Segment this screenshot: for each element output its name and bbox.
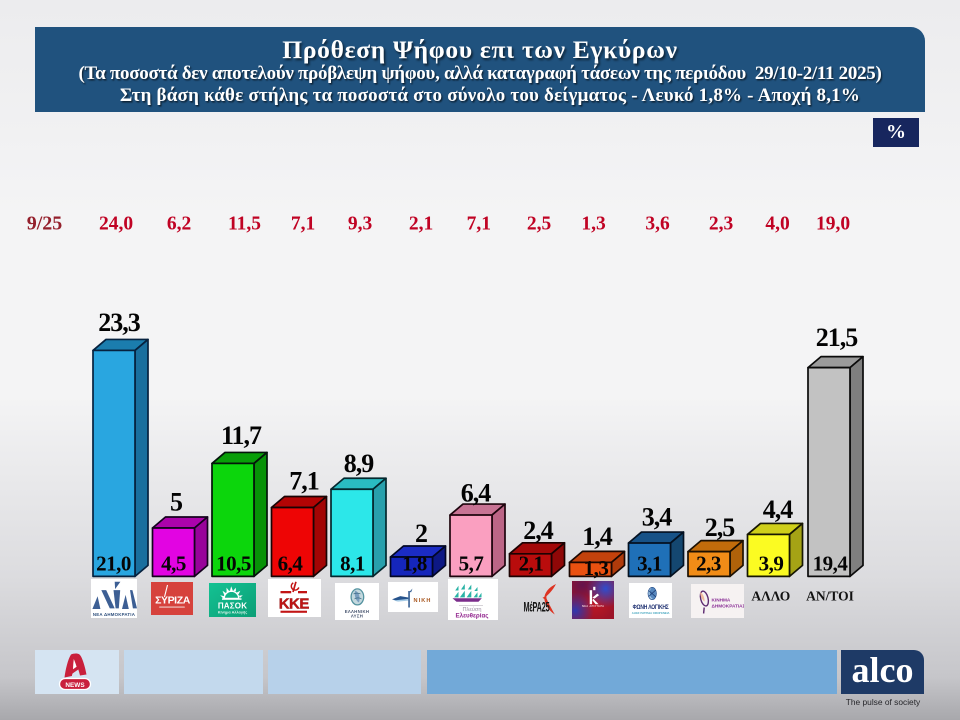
svg-text:8,9: 8,9 xyxy=(344,449,375,478)
svg-text:6,2: 6,2 xyxy=(167,214,191,235)
svg-text:4,0: 4,0 xyxy=(765,214,789,235)
svg-text:2,3: 2,3 xyxy=(709,214,734,235)
svg-text:ΚΙΝΗΜΑ: ΚΙΝΗΜΑ xyxy=(712,597,731,602)
svg-text:ΣΥΡΙΖΑ: ΣΥΡΙΖΑ xyxy=(155,595,191,607)
svg-text:9/25: 9/25 xyxy=(27,213,63,235)
svg-text:1,4: 1,4 xyxy=(582,522,613,551)
svg-text:NIKH: NIKH xyxy=(413,598,431,604)
svg-text:6,4: 6,4 xyxy=(461,479,492,508)
svg-text:ΔΗΜΟΚΡΑΤΙΑΣ: ΔΗΜΟΚΡΑΤΙΑΣ xyxy=(712,603,745,608)
svg-text:Ελευθερίας: Ελευθερίας xyxy=(455,613,488,620)
svg-text:10,5: 10,5 xyxy=(216,552,251,576)
svg-text:2,5: 2,5 xyxy=(527,214,552,235)
svg-text:1,3: 1,3 xyxy=(584,556,609,580)
svg-text:ΝΕΑ ΔΗΜΟΚΡΑΤΙΑ: ΝΕΑ ΔΗΜΟΚΡΑΤΙΑ xyxy=(93,612,136,617)
svg-text:2,5: 2,5 xyxy=(705,513,736,542)
svg-text:ΝΕΑ ΑΡΙΣΤΕΡΑ: ΝΕΑ ΑΡΙΣΤΕΡΑ xyxy=(582,603,604,607)
svg-text:ΕΛΛΗΝΙΚΗ: ΕΛΛΗΝΙΚΗ xyxy=(345,610,370,615)
svg-text:2: 2 xyxy=(415,519,427,548)
svg-text:ΦΩΝΗ ΛΟΓΙΚΗΣ: ΦΩΝΗ ΛΟΓΙΚΗΣ xyxy=(633,604,670,611)
svg-text:ΑΞΙΕΣ ΠΑΤΡΙΔΑ ΟΙΚΟΓΕΝΕΙΑ: ΑΞΙΕΣ ΠΑΤΡΙΔΑ ΟΙΚΟΓΕΝΕΙΑ xyxy=(632,611,670,615)
svg-text:21,0: 21,0 xyxy=(96,552,131,576)
svg-text:ΠΑΣΟΚ: ΠΑΣΟΚ xyxy=(218,601,247,610)
svg-text:4,4: 4,4 xyxy=(763,495,794,524)
svg-text:24,0: 24,0 xyxy=(99,214,133,235)
svg-text:19,4: 19,4 xyxy=(813,552,849,576)
svg-text:3,9: 3,9 xyxy=(759,552,784,576)
svg-text:7,1: 7,1 xyxy=(289,467,319,496)
svg-text:ΜέΡΑ25: ΜέΡΑ25 xyxy=(523,600,549,615)
svg-text:1,8: 1,8 xyxy=(402,552,427,576)
svg-text:KKE: KKE xyxy=(278,596,309,613)
svg-text:21,5: 21,5 xyxy=(816,323,859,352)
svg-text:9,3: 9,3 xyxy=(348,214,373,235)
svg-text:2,1: 2,1 xyxy=(409,214,433,235)
svg-text:19,0: 19,0 xyxy=(816,214,850,235)
svg-text:ΑΝ/ΤΟΙ: ΑΝ/ΤΟΙ xyxy=(806,589,854,604)
svg-text:3,4: 3,4 xyxy=(642,503,673,532)
svg-text:7,1: 7,1 xyxy=(467,214,491,235)
svg-text:2,4: 2,4 xyxy=(523,516,554,545)
svg-text:ΛΥΣΗ: ΛΥΣΗ xyxy=(351,614,363,619)
svg-text:5,7: 5,7 xyxy=(459,552,484,576)
svg-text:11,5: 11,5 xyxy=(228,214,261,235)
svg-text:NEWS: NEWS xyxy=(65,682,85,689)
svg-text:8,1: 8,1 xyxy=(340,552,365,576)
svg-text:2,3: 2,3 xyxy=(696,552,721,576)
svg-text:5: 5 xyxy=(170,488,183,517)
svg-text:2,1: 2,1 xyxy=(519,552,544,576)
svg-text:1,3: 1,3 xyxy=(581,214,606,235)
svg-text:Κίνημα Αλλαγής: Κίνημα Αλλαγής xyxy=(218,611,247,615)
svg-text:3,1: 3,1 xyxy=(637,552,662,576)
svg-text:ΑΛΛΟ: ΑΛΛΟ xyxy=(751,589,790,604)
svg-text:11,7: 11,7 xyxy=(221,421,262,450)
svg-text:3,6: 3,6 xyxy=(645,214,670,235)
svg-text:4,5: 4,5 xyxy=(161,552,186,576)
svg-text:23,3: 23,3 xyxy=(98,308,141,337)
svg-text:Πλεύση: Πλεύση xyxy=(462,607,481,613)
svg-text:6,4: 6,4 xyxy=(278,552,304,576)
svg-text:7,1: 7,1 xyxy=(291,214,315,235)
